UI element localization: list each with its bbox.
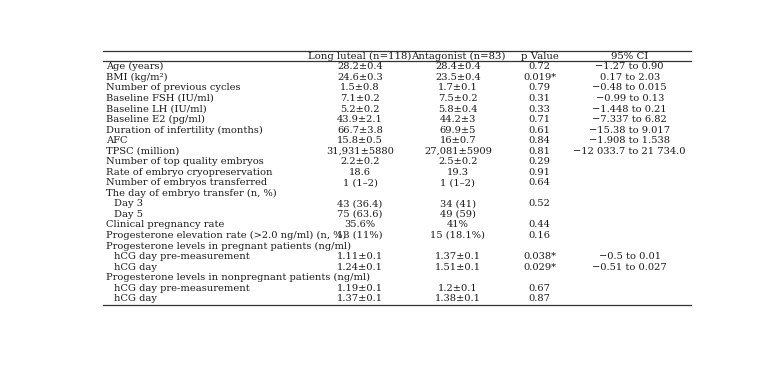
- Text: 27,081±5909: 27,081±5909: [424, 147, 491, 155]
- Text: 23.5±0.4: 23.5±0.4: [435, 73, 481, 82]
- Text: Day 5: Day 5: [114, 210, 142, 219]
- Text: 1.51±0.1: 1.51±0.1: [435, 262, 481, 272]
- Text: 7.5±0.2: 7.5±0.2: [438, 94, 478, 103]
- Text: hCG day: hCG day: [114, 294, 156, 303]
- Text: Number of embryos transferred: Number of embryos transferred: [106, 178, 267, 187]
- Text: 0.31: 0.31: [529, 94, 551, 103]
- Text: 1 (1–2): 1 (1–2): [343, 178, 378, 187]
- Text: 95% CI: 95% CI: [611, 52, 649, 61]
- Text: 0.17 to 2.03: 0.17 to 2.03: [600, 73, 660, 82]
- Text: Long luteal (n=118): Long luteal (n=118): [308, 52, 412, 61]
- Text: Antagonist (n=83): Antagonist (n=83): [411, 52, 505, 61]
- Text: 2.2±0.2: 2.2±0.2: [341, 157, 380, 166]
- Text: 18.6: 18.6: [349, 168, 371, 177]
- Text: Day 3: Day 3: [114, 199, 142, 208]
- Text: 0.81: 0.81: [529, 147, 551, 155]
- Text: Progesterone levels in nonpregnant patients (ng/ml): Progesterone levels in nonpregnant patie…: [106, 273, 370, 282]
- Text: −7.337 to 6.82: −7.337 to 6.82: [592, 115, 667, 124]
- Text: 0.84: 0.84: [529, 136, 550, 145]
- Text: TPSC (million): TPSC (million): [106, 147, 179, 155]
- Text: 0.44: 0.44: [529, 220, 550, 230]
- Text: 75 (63.6): 75 (63.6): [337, 210, 383, 219]
- Text: 1.7±0.1: 1.7±0.1: [438, 84, 478, 92]
- Text: 35.6%: 35.6%: [344, 220, 375, 230]
- Text: 15 (18.1%): 15 (18.1%): [430, 231, 485, 240]
- Text: 0.64: 0.64: [529, 178, 550, 187]
- Text: Rate of embryo cryopreservation: Rate of embryo cryopreservation: [106, 168, 272, 177]
- Text: p Value: p Value: [521, 52, 559, 61]
- Text: Baseline LH (IU/ml): Baseline LH (IU/ml): [106, 104, 207, 114]
- Text: 1.37±0.1: 1.37±0.1: [337, 294, 383, 303]
- Text: Baseline FSH (IU/ml): Baseline FSH (IU/ml): [106, 94, 214, 103]
- Text: 1.5±0.8: 1.5±0.8: [341, 84, 380, 92]
- Text: 7.1±0.2: 7.1±0.2: [341, 94, 380, 103]
- Text: 2.5±0.2: 2.5±0.2: [438, 157, 478, 166]
- Text: 41%: 41%: [447, 220, 469, 230]
- Text: 28.2±0.4: 28.2±0.4: [337, 62, 383, 71]
- Text: 44.2±3: 44.2±3: [440, 115, 476, 124]
- Text: 1.38±0.1: 1.38±0.1: [435, 294, 481, 303]
- Text: 0.16: 0.16: [529, 231, 551, 240]
- Text: 24.6±0.3: 24.6±0.3: [337, 73, 383, 82]
- Text: Clinical pregnancy rate: Clinical pregnancy rate: [106, 220, 224, 230]
- Text: 5.8±0.4: 5.8±0.4: [438, 104, 478, 114]
- Text: hCG day: hCG day: [114, 262, 156, 272]
- Text: Number of top quality embryos: Number of top quality embryos: [106, 157, 263, 166]
- Text: 31,931±5880: 31,931±5880: [326, 147, 394, 155]
- Text: 0.79: 0.79: [529, 84, 551, 92]
- Text: 28.4±0.4: 28.4±0.4: [435, 62, 481, 71]
- Text: 0.019*: 0.019*: [523, 73, 557, 82]
- Text: 0.72: 0.72: [529, 62, 551, 71]
- Text: Progesterone levels in pregnant patients (ng/ml): Progesterone levels in pregnant patients…: [106, 242, 351, 251]
- Text: 1 (1–2): 1 (1–2): [440, 178, 475, 187]
- Text: 43 (36.4): 43 (36.4): [337, 199, 383, 208]
- Text: 49 (59): 49 (59): [440, 210, 476, 219]
- Text: 0.33: 0.33: [529, 104, 550, 114]
- Text: Number of previous cycles: Number of previous cycles: [106, 84, 240, 92]
- Text: 66.7±3.8: 66.7±3.8: [337, 126, 383, 135]
- Text: hCG day pre-measurement: hCG day pre-measurement: [114, 284, 249, 293]
- Text: 0.52: 0.52: [529, 199, 550, 208]
- Text: hCG day pre-measurement: hCG day pre-measurement: [114, 252, 249, 261]
- Text: −15.38 to 9.017: −15.38 to 9.017: [589, 126, 670, 135]
- Text: −1.448 to 0.21: −1.448 to 0.21: [592, 104, 667, 114]
- Text: 0.91: 0.91: [529, 168, 551, 177]
- Text: 34 (41): 34 (41): [440, 199, 476, 208]
- Text: Age (years): Age (years): [106, 62, 163, 72]
- Text: Baseline E2 (pg/ml): Baseline E2 (pg/ml): [106, 115, 205, 124]
- Text: Duration of infertility (months): Duration of infertility (months): [106, 126, 262, 135]
- Text: 43.9±2.1: 43.9±2.1: [337, 115, 383, 124]
- Text: 1.19±0.1: 1.19±0.1: [337, 284, 383, 293]
- Text: 0.038*: 0.038*: [523, 252, 557, 261]
- Text: −0.48 to 0.015: −0.48 to 0.015: [592, 84, 667, 92]
- Text: 0.71: 0.71: [529, 115, 551, 124]
- Text: 1.11±0.1: 1.11±0.1: [337, 252, 383, 261]
- Text: BMI (kg/m²): BMI (kg/m²): [106, 73, 167, 82]
- Text: −0.5 to 0.01: −0.5 to 0.01: [598, 252, 661, 261]
- Text: 0.029*: 0.029*: [523, 262, 557, 272]
- Text: 0.61: 0.61: [529, 126, 551, 135]
- Text: −12 033.7 to 21 734.0: −12 033.7 to 21 734.0: [574, 147, 686, 155]
- Text: −0.99 to 0.13: −0.99 to 0.13: [595, 94, 664, 103]
- Text: Progesterone elevation rate (>2.0 ng/ml) (n, %): Progesterone elevation rate (>2.0 ng/ml)…: [106, 231, 346, 240]
- Text: 0.87: 0.87: [529, 294, 551, 303]
- Text: −1.908 to 1.538: −1.908 to 1.538: [589, 136, 670, 145]
- Text: 69.9±5: 69.9±5: [440, 126, 476, 135]
- Text: 5.2±0.2: 5.2±0.2: [341, 104, 380, 114]
- Text: 15.8±0.5: 15.8±0.5: [337, 136, 383, 145]
- Text: 1.37±0.1: 1.37±0.1: [435, 252, 481, 261]
- Text: 16±0.7: 16±0.7: [440, 136, 476, 145]
- Text: 1.24±0.1: 1.24±0.1: [337, 262, 383, 272]
- Text: AFC: AFC: [106, 136, 127, 145]
- Text: 0.67: 0.67: [529, 284, 551, 293]
- Text: −1.27 to 0.90: −1.27 to 0.90: [595, 62, 664, 71]
- Text: −0.51 to 0.027: −0.51 to 0.027: [592, 262, 667, 272]
- Text: 0.29: 0.29: [529, 157, 550, 166]
- Text: 1.2±0.1: 1.2±0.1: [438, 284, 478, 293]
- Text: The day of embryo transfer (n, %): The day of embryo transfer (n, %): [106, 189, 276, 198]
- Text: 13 (11%): 13 (11%): [337, 231, 383, 240]
- Text: 19.3: 19.3: [447, 168, 469, 177]
